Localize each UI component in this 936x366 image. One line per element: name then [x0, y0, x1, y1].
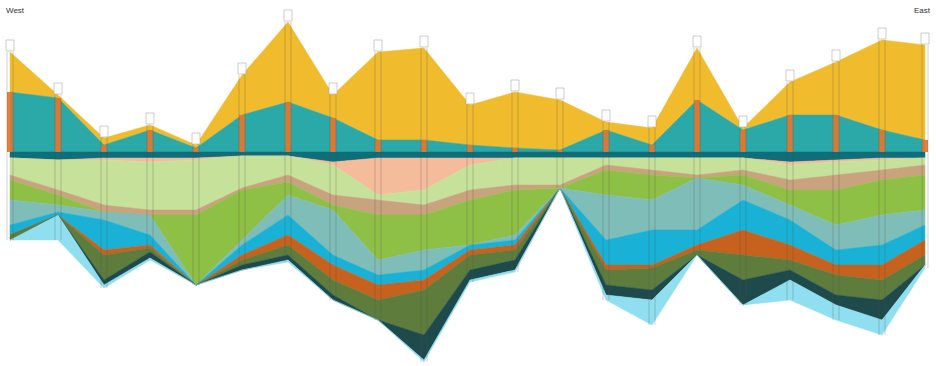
svg-text:West: West [6, 6, 25, 15]
svg-text:East: East [914, 6, 931, 15]
